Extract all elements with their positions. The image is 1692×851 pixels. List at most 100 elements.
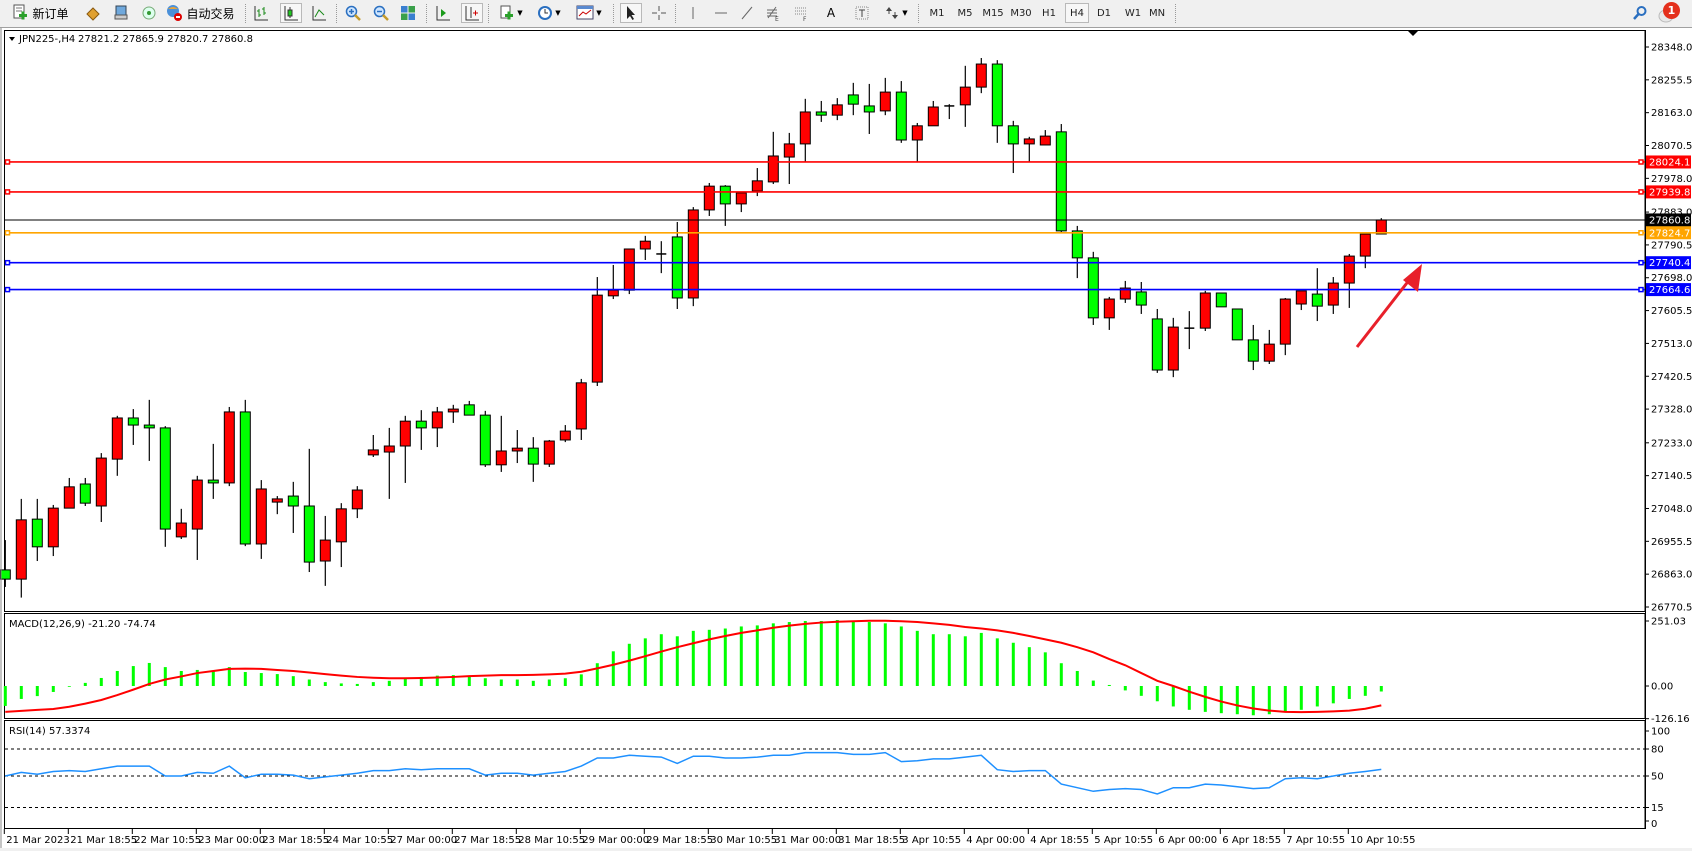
level-handle[interactable] [1638,159,1644,165]
indicators-icon [500,5,514,20]
line-chart-button[interactable] [308,3,330,23]
price-axis-label: 26770.5 [1651,602,1692,613]
signals-button[interactable] [138,3,160,23]
navigator-icon [114,5,128,20]
fibonacci-expansion-button[interactable]: E [762,3,784,23]
price-axis-label: 27140.5 [1651,471,1692,482]
market-watch-button[interactable] [82,3,104,23]
candle [1055,124,1067,232]
price-panel[interactable]: JPN225-,H4 27821.2 27865.9 27820.7 27860.… [0,30,1691,612]
red-arrow-annotation[interactable] [1355,264,1422,348]
horizontal-level-line[interactable]: 28024.1 [4,155,1691,169]
text-label-button[interactable] [851,3,873,23]
candle-body [1215,292,1227,308]
level-handle[interactable] [1638,286,1644,293]
candle-body [927,106,939,127]
candle-body [239,411,251,545]
chart-shift-button[interactable] [432,3,454,23]
text-button[interactable]: A [820,3,842,23]
bar-chart-button[interactable] [250,3,272,23]
templates-icon [576,5,594,20]
fibonacci-retracement-button[interactable]: F [790,3,812,23]
candlestick-chart-button[interactable] [280,3,302,23]
level-price-label: 27860.8 [1649,215,1690,226]
timeframe-d1[interactable]: D1 [1096,7,1112,19]
candle [367,435,379,458]
search-button[interactable] [1630,3,1650,23]
horizontal-level-line[interactable]: 27824.7 [4,226,1691,240]
rsi-axis-label: 0 [1651,819,1657,830]
periods-button[interactable]: ▼ [532,3,566,23]
level-handle[interactable] [4,159,11,165]
navigator-button[interactable] [110,3,132,23]
candle [447,404,459,423]
candle [975,58,987,94]
tile-windows-button[interactable] [397,3,419,23]
macd-axis-label: 251.03 [1651,617,1686,628]
current-price-line[interactable]: 27860.8 [5,213,1691,227]
level-handle[interactable] [1638,189,1644,195]
templates-button[interactable]: ▼ [572,3,606,23]
arrows-icon [886,7,899,19]
zoom-out-button[interactable] [370,3,392,23]
candle-body [1119,287,1131,300]
zoom-in-button[interactable] [342,3,364,23]
candle [623,248,635,295]
horizontal-level-line[interactable]: 27740.4 [4,256,1691,270]
horizontal-level-line[interactable]: 27939.8 [4,185,1691,199]
price-axis-label: 27605.5 [1651,306,1692,317]
vertical-line-button[interactable] [682,3,704,23]
candle [639,235,651,260]
candle [351,486,363,519]
candle [511,430,523,464]
toolbar: 新订单 自动交易 ▼ ▼ ▼ E F A ▼ M1 M5 M15 M30 H1 … [0,0,1692,28]
candle-body [47,507,59,548]
level-handle[interactable] [1638,259,1644,266]
indicators-button[interactable]: ▼ [494,3,528,23]
chart-canvas[interactable]: JPN225-,H4 27821.2 27865.9 27820.7 27860.… [0,28,1692,851]
candle-body [303,505,315,563]
candle-body [1007,125,1019,145]
toolbar-separator [675,4,677,23]
horizontal-line-button[interactable] [710,3,732,23]
candle-body [223,411,235,484]
auto-scroll-button[interactable] [461,3,483,23]
timeframe-m15[interactable]: M15 [982,7,1004,19]
time-axis-label: 28 Mar 10:55 [518,835,585,846]
candle [991,60,1003,143]
new-order-button[interactable]: 新订单 [6,3,74,23]
timeframe-h4[interactable]: H4 [1065,3,1089,23]
crosshair-button[interactable] [648,3,670,23]
level-handle[interactable] [4,286,11,293]
timeframe-m5[interactable]: M5 [957,7,973,19]
timeframe-m30[interactable]: M30 [1010,7,1032,19]
candle [95,453,107,522]
arrows-button[interactable]: ▼ [879,3,913,23]
timeframe-m1[interactable]: M1 [929,7,945,19]
candle-body [1375,219,1387,235]
level-handle[interactable] [1638,230,1644,236]
level-handle[interactable] [4,230,11,236]
timeframe-mn[interactable]: MN [1148,7,1166,19]
price-axis-label: 27978.0 [1651,174,1692,185]
time-axis-label: 6 Apr 00:00 [1158,835,1217,846]
candle-body [495,450,507,466]
candle-body [79,483,91,504]
trendline-button[interactable] [736,3,758,23]
candle-body [847,94,859,105]
arrow-head-icon [1403,264,1422,292]
candle [687,207,699,307]
chart-menu-triangle-icon[interactable] [9,37,15,41]
horizontal-level-line[interactable]: 27664.6 [4,283,1691,297]
candle-body [335,508,347,543]
autotrading-button[interactable]: 自动交易 [160,3,240,23]
candle-body [255,488,267,545]
level-handle[interactable] [4,189,11,195]
timeframe-w1[interactable]: W1 [1124,7,1142,19]
candle [1119,280,1131,303]
timeframe-h1[interactable]: H1 [1042,7,1056,19]
level-handle[interactable] [4,259,11,266]
chart-shift-marker-icon[interactable] [1408,31,1418,36]
cursor-button[interactable] [620,3,642,23]
time-axis-label: 5 Apr 10:55 [1094,835,1153,846]
